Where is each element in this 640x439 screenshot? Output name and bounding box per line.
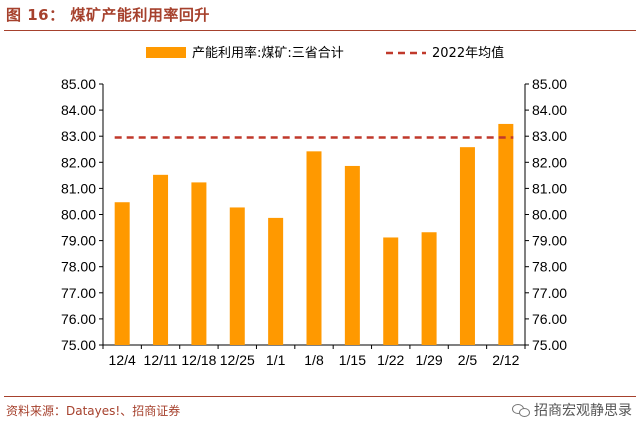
- y-tick-label-left: 85.00: [61, 76, 96, 92]
- source-note: 资料来源：Datayes!、招商证券: [6, 404, 181, 418]
- bar: [498, 123, 514, 345]
- bar: [153, 174, 169, 345]
- y-tick-label-right: 79.00: [532, 233, 567, 249]
- y-tick-label-left: 76.00: [61, 311, 96, 327]
- bar: [306, 151, 322, 345]
- x-tick-label: 1/29: [415, 352, 442, 368]
- y-tick-label-right: 80.00: [532, 207, 567, 223]
- y-tick-label-right: 84.00: [532, 102, 567, 118]
- bar: [114, 202, 130, 345]
- legend-label-average: 2022年均值: [432, 45, 504, 61]
- bar: [344, 165, 360, 345]
- legend-label-bars: 产能利用率:煤矿:三省合计: [192, 45, 344, 61]
- bar: [229, 207, 245, 345]
- y-tick-label-left: 80.00: [61, 207, 96, 223]
- bar: [383, 237, 399, 345]
- y-tick-label-left: 75.00: [61, 337, 96, 353]
- x-tick-label: 12/25: [220, 352, 255, 368]
- bar: [421, 232, 437, 345]
- bar: [268, 217, 284, 345]
- title-divider: [4, 30, 636, 31]
- y-tick-label-left: 84.00: [61, 102, 96, 118]
- wechat-icon: [512, 403, 530, 417]
- y-tick-label-right: 83.00: [532, 128, 567, 144]
- x-tick-label: 12/4: [109, 352, 136, 368]
- x-tick-label: 1/15: [339, 352, 366, 368]
- x-tick-label: 1/22: [377, 352, 404, 368]
- y-tick-label-right: 78.00: [532, 259, 567, 275]
- legend-swatch-bars: [146, 47, 186, 58]
- y-tick-label-left: 78.00: [61, 259, 96, 275]
- y-tick-label-right: 75.00: [532, 337, 567, 353]
- watermark: 招商宏观静思录: [512, 400, 632, 420]
- bar: [459, 147, 475, 345]
- y-tick-label-left: 83.00: [61, 128, 96, 144]
- x-tick-label: 1/8: [304, 352, 324, 368]
- x-tick-label: 12/11: [144, 352, 178, 368]
- y-tick-label-left: 82.00: [61, 154, 96, 170]
- bar-chart: 产能利用率:煤矿:三省合计 2022年均值 75.00 75.00 76.00 76.00…: [61, 45, 567, 368]
- y-tick-label-left: 77.00: [61, 285, 96, 301]
- bar: [191, 182, 207, 345]
- x-tick-label: 2/5: [458, 352, 478, 368]
- y-tick-label-right: 77.00: [532, 285, 567, 301]
- x-tick-label: 2/12: [492, 352, 519, 368]
- footer-divider: [4, 396, 636, 397]
- x-tick-label: 12/18: [181, 352, 216, 368]
- y-tick-label-right: 82.00: [532, 154, 567, 170]
- y-tick-label-right: 81.00: [532, 180, 567, 196]
- figure-title: 图 16： 煤矿产能利用率回升: [6, 6, 210, 24]
- x-tick-label: 1/1: [266, 352, 286, 368]
- y-tick-label-left: 79.00: [61, 233, 96, 249]
- watermark-text: 招商宏观静思录: [534, 403, 632, 419]
- y-tick-label-right: 85.00: [532, 76, 567, 92]
- y-tick-label-right: 76.00: [532, 311, 567, 327]
- y-tick-label-left: 81.00: [61, 180, 96, 196]
